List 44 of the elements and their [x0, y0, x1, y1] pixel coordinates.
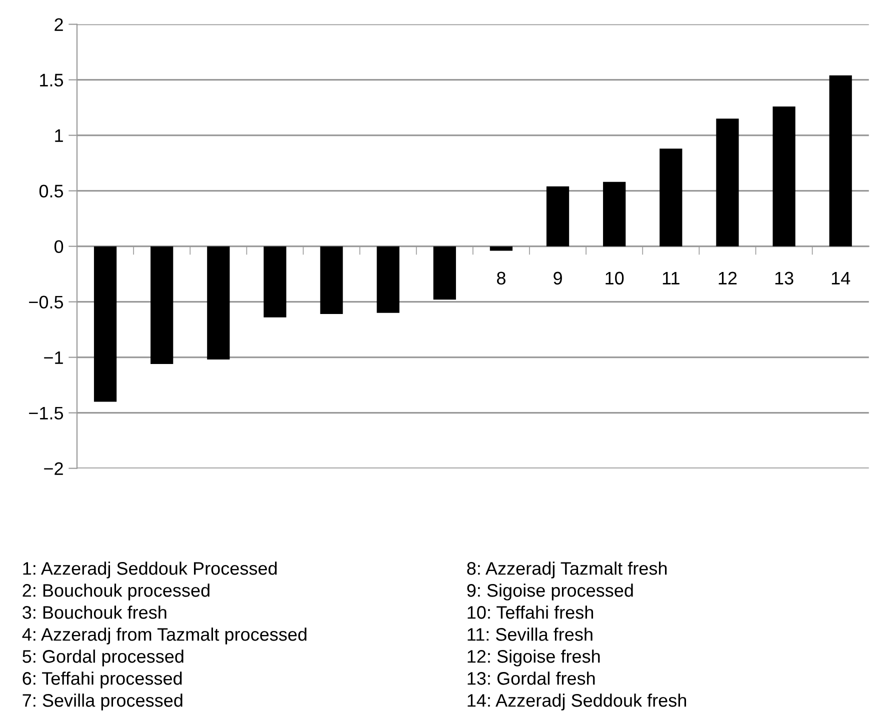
text: 12: Sigoise fresh — [468, 650, 600, 666]
text: 14: Azzeradj Seddouk fresh — [468, 694, 686, 710]
x-tick-label: 9 — [554, 272, 562, 285]
bar — [94, 246, 117, 402]
x-tick-label: 10 — [606, 272, 624, 285]
y-tick-label: −2 — [44, 462, 63, 475]
text: 11: Sevilla fresh — [468, 628, 592, 641]
bar — [433, 246, 456, 300]
bar — [546, 186, 570, 246]
bar — [376, 246, 400, 313]
bar — [772, 106, 796, 246]
bar — [320, 246, 343, 314]
x-tick-label: 13 — [775, 272, 794, 285]
bar — [603, 182, 626, 246]
text: 2: Bouchouk processed — [22, 584, 210, 600]
bar — [490, 246, 513, 251]
x-tick-label: 8 — [496, 272, 506, 285]
text: 1: Azzeradj Seddouk Processed — [23, 562, 277, 578]
y-tick-label: −1 — [44, 351, 63, 364]
bar — [207, 246, 230, 360]
y-tick-label: 1.5 — [40, 74, 64, 87]
text: 9: Sigoise processed — [467, 584, 633, 600]
y-tick-label: −0.5 — [29, 296, 64, 309]
bar — [150, 246, 174, 364]
y-tick-label: −1.5 — [29, 406, 64, 420]
x-tick-label: 11 — [662, 272, 680, 284]
text: 4: Azzeradj from Tazmalt processed — [22, 628, 306, 644]
text: 8: Azzeradj Tazmalt fresh — [467, 562, 667, 578]
bar — [660, 148, 682, 246]
text: 5: Gordal processed — [22, 650, 184, 666]
y-tick-label: 1 — [55, 129, 63, 142]
bar — [716, 118, 739, 246]
y-tick-label: 0 — [54, 240, 64, 254]
text: 3: Bouchouk fresh — [22, 606, 166, 619]
y-tick-label: 0.5 — [39, 184, 64, 198]
bar — [264, 246, 286, 318]
text: 7: Sevilla processed — [22, 694, 182, 710]
x-tick-label: 14 — [832, 272, 850, 284]
bar — [829, 75, 852, 246]
y-tick-label: 2 — [54, 18, 63, 31]
text: 13: Gordal fresh — [468, 672, 595, 685]
text: 6: Teffahi processed — [22, 672, 182, 688]
text: 10: Teffahi fresh — [468, 606, 594, 619]
x-tick-label: 12 — [718, 272, 737, 284]
